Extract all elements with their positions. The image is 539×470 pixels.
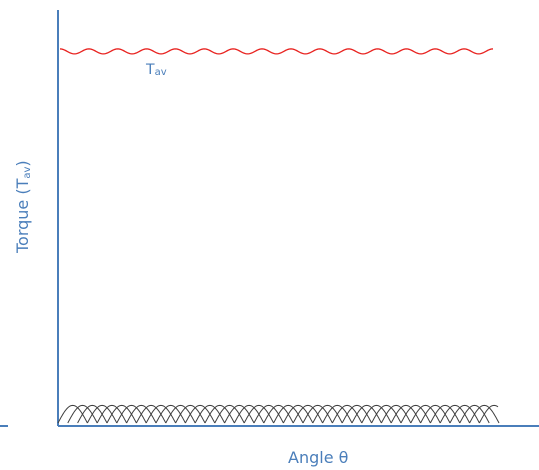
y-axis-label: Torque (Tav): [13, 160, 33, 254]
x-axis-label: Angle θ: [288, 448, 348, 467]
cylinder-torque-arches: [57, 404, 500, 424]
average-torque-label: Tav: [145, 62, 167, 78]
average-torque-wave: [59, 48, 494, 55]
cylinder-torque-arch: [478, 404, 499, 424]
cylinder-torque-arch: [469, 404, 500, 424]
